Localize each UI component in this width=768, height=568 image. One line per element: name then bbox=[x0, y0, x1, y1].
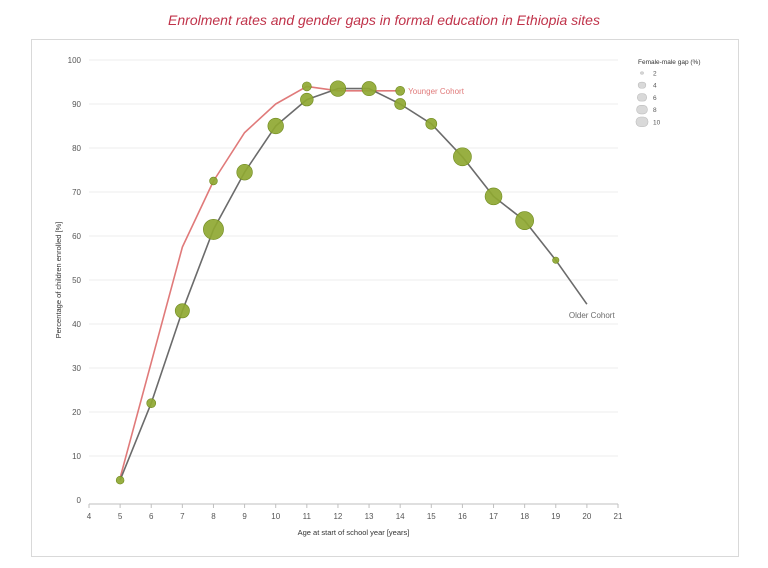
y-tick-label: 50 bbox=[72, 276, 81, 285]
older-cohort-bubble bbox=[361, 81, 377, 97]
older-cohort-bubble bbox=[515, 211, 534, 230]
x-tick-label: 15 bbox=[427, 512, 436, 521]
x-tick-label: 18 bbox=[520, 512, 529, 521]
legend-size-label: 4 bbox=[653, 83, 657, 90]
x-tick-label: 21 bbox=[614, 512, 623, 521]
older-cohort-bubble bbox=[425, 117, 438, 130]
y-tick-label: 20 bbox=[72, 408, 81, 417]
younger-cohort-bubble bbox=[301, 81, 312, 92]
y-tick-label: 40 bbox=[72, 320, 81, 329]
legend-size-label: 6 bbox=[653, 95, 657, 102]
x-tick-label: 6 bbox=[149, 512, 154, 521]
x-tick-label: 20 bbox=[582, 512, 591, 521]
older-cohort-bubble bbox=[203, 218, 224, 240]
legend: Female-male gap (%) 2 4 6 8 10 bbox=[635, 59, 701, 127]
x-axis-title: Age at start of school year [years] bbox=[298, 528, 410, 537]
legend-size-swatch bbox=[640, 71, 644, 75]
older-cohort-bubble bbox=[300, 92, 314, 107]
older-cohort-bubble bbox=[484, 187, 503, 206]
grid-lines bbox=[89, 59, 618, 457]
y-tick-label: 80 bbox=[72, 144, 81, 153]
gap-bubbles bbox=[115, 80, 560, 485]
y-tick-label: 30 bbox=[72, 364, 81, 373]
y-tick-label: 0 bbox=[77, 496, 82, 505]
legend-size-swatch bbox=[635, 116, 649, 127]
x-tick-label: 8 bbox=[211, 512, 216, 521]
older-cohort-bubble bbox=[115, 475, 125, 485]
older-cohort-bubble bbox=[552, 256, 560, 264]
y-tick-label: 70 bbox=[72, 188, 81, 197]
legend-size-swatch bbox=[637, 81, 647, 89]
x-tick-label: 10 bbox=[271, 512, 280, 521]
x-tick-label: 9 bbox=[242, 512, 247, 521]
older-cohort-bubble bbox=[394, 98, 407, 110]
younger-cohort-bubble bbox=[209, 176, 218, 186]
younger-cohort-bubble bbox=[395, 85, 406, 96]
legend-size-label: 10 bbox=[653, 119, 661, 126]
y-axis-title: Percentage of children enrolled [%] bbox=[54, 222, 63, 339]
legend-size-swatch bbox=[637, 93, 647, 102]
x-tick-label: 12 bbox=[333, 512, 342, 521]
older-cohort-label: Older Cohort bbox=[569, 311, 616, 320]
x-tick-label: 19 bbox=[551, 512, 560, 521]
x-tick-label: 5 bbox=[118, 512, 123, 521]
older-cohort-bubble bbox=[236, 164, 253, 181]
older-cohort-bubble bbox=[174, 303, 190, 319]
x-tick-label: 7 bbox=[180, 512, 185, 521]
legend-title: Female-male gap (%) bbox=[638, 59, 701, 66]
series-labels: Younger Cohort Older Cohort bbox=[408, 87, 615, 320]
older-cohort-bubble bbox=[329, 80, 347, 97]
series-lines bbox=[119, 85, 588, 481]
legend-size-label: 8 bbox=[653, 107, 657, 114]
legend-size-label: 2 bbox=[653, 71, 657, 78]
x-tick-label: 14 bbox=[396, 512, 405, 521]
older-cohort-bubble bbox=[146, 398, 157, 409]
y-tick-label: 90 bbox=[72, 100, 81, 109]
x-tick-label: 13 bbox=[365, 512, 374, 521]
older-cohort-line bbox=[119, 87, 588, 481]
legend-size-swatch bbox=[636, 105, 648, 115]
y-tick-label: 10 bbox=[72, 452, 81, 461]
x-tick-label: 16 bbox=[458, 512, 467, 521]
younger-cohort-line bbox=[119, 85, 401, 479]
x-tick-label: 11 bbox=[303, 512, 312, 521]
younger-cohort-label: Younger Cohort bbox=[408, 87, 465, 96]
y-tick-label: 100 bbox=[68, 56, 82, 65]
x-tick-label: 4 bbox=[87, 512, 92, 521]
chart-frame bbox=[31, 39, 739, 557]
older-cohort-bubble bbox=[267, 117, 284, 135]
x-tick-label: 17 bbox=[489, 512, 498, 521]
older-cohort-bubble bbox=[453, 147, 472, 167]
chart-title: Enrolment rates and gender gaps in forma… bbox=[168, 12, 600, 28]
axes: 0 10 20 30 40 50 60 70 80 90 100 4 5 6 7 8 9 10 11 12 13 14 15… bbox=[54, 56, 623, 537]
y-tick-label: 60 bbox=[72, 232, 81, 241]
